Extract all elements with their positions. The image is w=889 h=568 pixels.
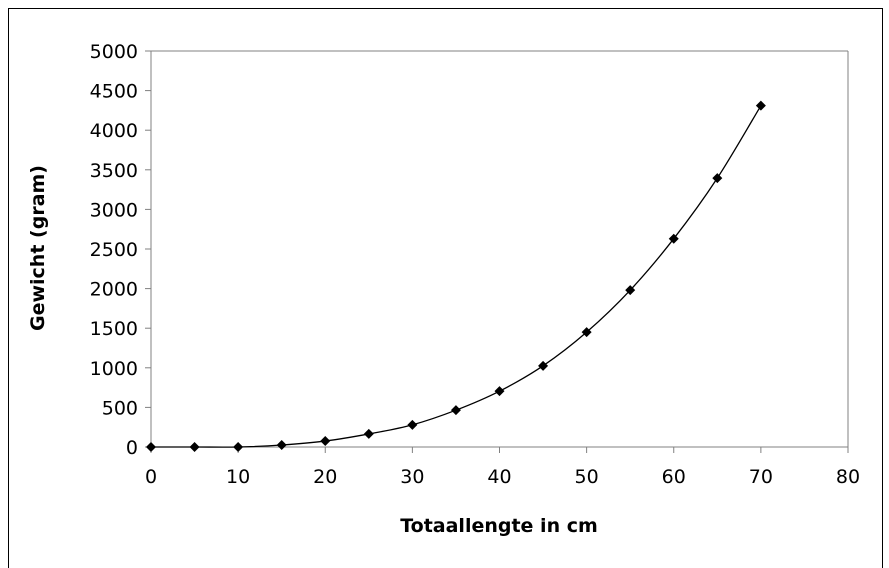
data-point — [276, 440, 287, 451]
x-tick-label: 80 — [836, 466, 860, 488]
x-tick-label: 30 — [400, 466, 424, 488]
label-layer: 0500100015002000250030003500400045005000… — [90, 41, 860, 488]
x-axis-title: Totaallengte in cm — [400, 515, 598, 537]
data-point — [581, 327, 592, 338]
y-tick-label: 4500 — [90, 81, 138, 103]
y-tick-label: 2000 — [90, 279, 138, 301]
data-point — [668, 233, 679, 244]
marker-layer — [146, 100, 766, 452]
data-point — [363, 428, 374, 439]
data-point — [320, 436, 331, 447]
data-point — [189, 442, 200, 452]
x-tick-label: 0 — [145, 466, 157, 488]
x-tick-label: 20 — [313, 466, 337, 488]
chart-frame — [8, 8, 883, 568]
y-tick-label: 2500 — [90, 239, 138, 261]
y-tick-label: 3500 — [90, 160, 138, 182]
data-point — [233, 442, 244, 452]
data-point — [146, 442, 156, 452]
x-tick-label: 10 — [226, 466, 250, 488]
y-tick-label: 5000 — [90, 41, 138, 63]
axes — [145, 50, 849, 453]
curve-layer — [151, 105, 762, 448]
data-point — [538, 360, 549, 371]
y-tick-label: 4000 — [90, 120, 138, 142]
data-point — [712, 173, 723, 184]
x-tick-label: 50 — [575, 466, 599, 488]
data-point — [450, 405, 461, 416]
y-tick-label: 1500 — [90, 318, 138, 340]
data-point — [407, 419, 418, 430]
data-point — [494, 386, 505, 397]
data-point — [625, 285, 636, 296]
series-line — [151, 105, 762, 448]
x-tick-label: 70 — [749, 466, 773, 488]
x-tick-label: 40 — [487, 466, 511, 488]
x-tick-label: 60 — [662, 466, 686, 488]
y-tick-label: 1000 — [90, 358, 138, 380]
y-axis-title: Gewicht (gram) — [27, 165, 49, 331]
y-tick-label: 3000 — [90, 199, 138, 221]
data-point — [755, 100, 766, 111]
y-tick-label: 0 — [126, 437, 138, 459]
y-tick-label: 500 — [102, 397, 138, 419]
